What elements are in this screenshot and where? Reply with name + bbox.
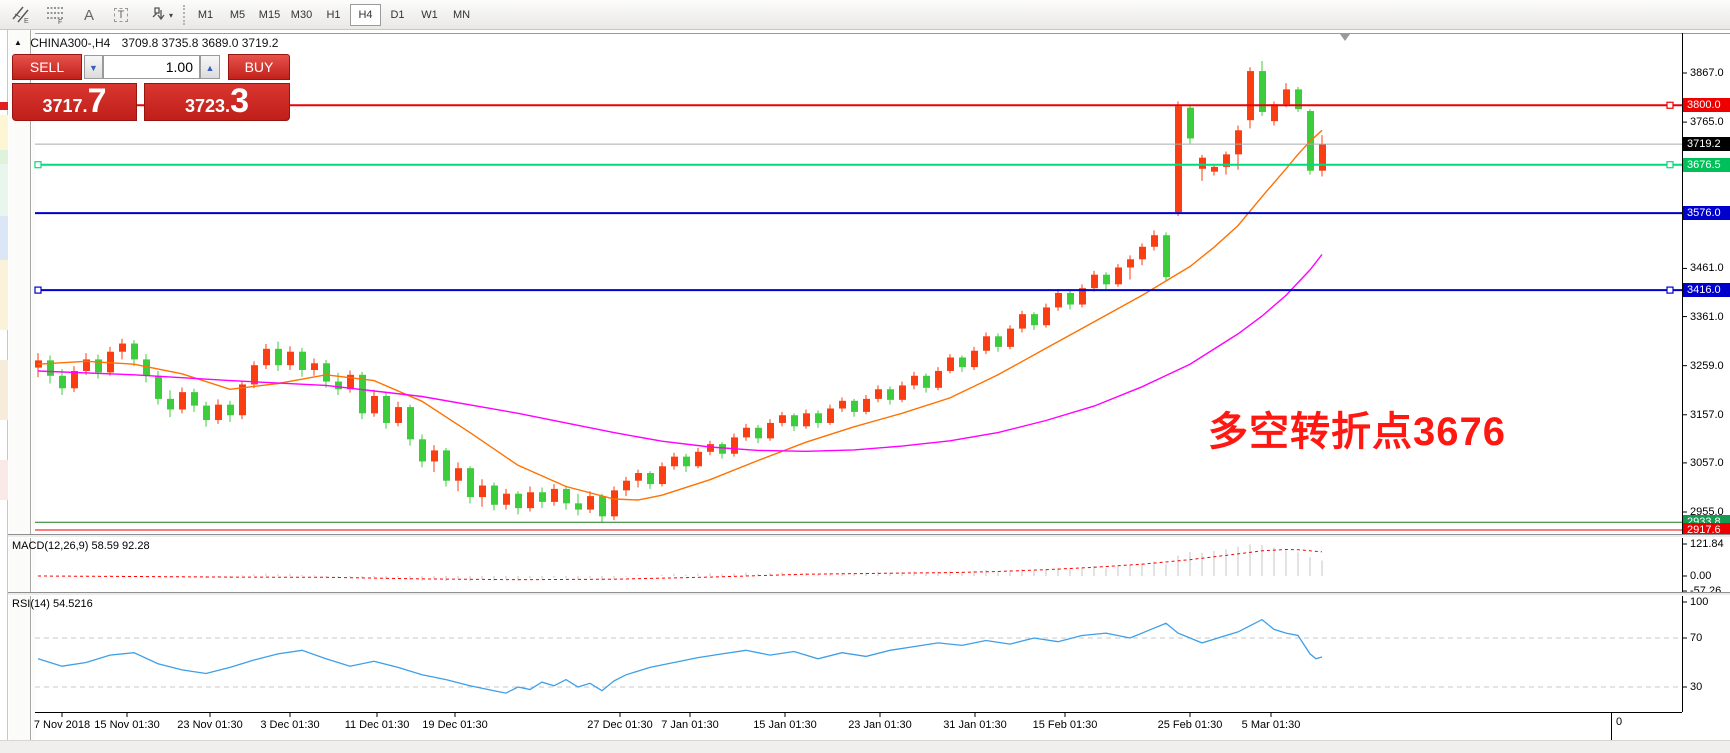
svg-text:F: F xyxy=(58,19,62,24)
svg-text:E: E xyxy=(24,18,29,24)
price-badge-3576.0: 3576.0 xyxy=(1683,206,1730,221)
buy-button[interactable]: BUY xyxy=(228,54,290,80)
pane-left-groove xyxy=(30,30,32,753)
expand-arrow-icon[interactable]: ▲ xyxy=(14,38,22,47)
time-label: 15 Feb 01:30 xyxy=(1032,719,1098,731)
equidistant-channel-icon: E xyxy=(11,4,31,27)
price-badge-3676.5: 3676.5 xyxy=(1683,157,1730,172)
sell-price-display[interactable]: 3717. 7 xyxy=(12,83,137,121)
timeframe-button-D1[interactable]: D1 xyxy=(390,9,405,21)
ohlc-readout: 3709.8 3735.8 3689.0 3719.2 xyxy=(121,36,279,50)
buy-price-pip: 3 xyxy=(230,82,249,120)
macd-tick-0.00: 0.00 xyxy=(1690,570,1712,582)
symbol-name: CHINA300-,H4 xyxy=(30,36,111,50)
time-label: 15 Jan 01:30 xyxy=(753,719,817,731)
buy-price-display[interactable]: 3723. 3 xyxy=(144,83,290,121)
macd-label: MACD(12,26,9) 58.59 92.28 xyxy=(12,540,150,552)
price-badge-3416.0: 3416.0 xyxy=(1683,283,1730,298)
left-edge-strip xyxy=(0,30,8,753)
timeframe-button-MN[interactable]: MN xyxy=(452,9,471,21)
hline-anchor[interactable] xyxy=(1666,286,1674,294)
bottom-strip xyxy=(0,740,1730,753)
time-label: 23 Nov 01:30 xyxy=(177,719,243,731)
time-label: 27 Dec 01:30 xyxy=(587,719,653,731)
axis-corner-tick xyxy=(1611,713,1612,740)
volume-decrease-button[interactable]: ▼ xyxy=(84,55,103,79)
equidistant-channel-tool-button[interactable]: E xyxy=(8,3,34,27)
time-label: 31 Jan 01:30 xyxy=(943,719,1007,731)
rsi-tick-30: 30 xyxy=(1690,681,1703,693)
toolbar-grip[interactable] xyxy=(183,5,186,25)
text-label-icon: T xyxy=(113,8,129,22)
hline-anchor[interactable] xyxy=(1666,101,1674,109)
timeframe-button-M1[interactable]: M1 xyxy=(197,9,214,21)
volume-input[interactable] xyxy=(103,55,200,79)
price-macd-separator[interactable] xyxy=(8,534,1730,538)
timeframe-button-M15[interactable]: M15 xyxy=(258,9,281,21)
price-badge-3719.2: 3719.2 xyxy=(1683,137,1730,152)
ma-slow-line[interactable] xyxy=(37,254,1323,453)
time-label: 3 Dec 01:30 xyxy=(260,719,320,731)
time-label: 19 Dec 01:30 xyxy=(422,719,488,731)
price-tick-3867: 3867.0 xyxy=(1690,67,1724,79)
rsi-tick-70: 70 xyxy=(1690,632,1703,644)
time-label: 11 Dec 01:30 xyxy=(344,719,410,731)
timeframe-button-H1[interactable]: H1 xyxy=(326,9,341,21)
arrows-icon xyxy=(149,5,167,26)
candlestick-series xyxy=(35,60,1326,523)
price-tick-3259: 3259.0 xyxy=(1690,359,1724,372)
text-tool-button[interactable]: A xyxy=(76,3,102,27)
fibonacci-tool-button[interactable]: F xyxy=(42,3,68,27)
time-label: 5 Mar 01:30 xyxy=(1241,719,1301,731)
rsi-label: RSI(14) 54.5216 xyxy=(12,598,93,610)
chart-shift-marker-icon[interactable] xyxy=(1340,34,1350,41)
sell-price-main: 3717. xyxy=(42,96,88,116)
toolbar: E F A T xyxy=(0,0,1730,30)
text-icon: A xyxy=(83,6,94,24)
fibonacci-icon: F xyxy=(45,4,65,27)
macd-tick-121.84: 121.84 xyxy=(1690,538,1724,550)
price-tick-3157: 3157.0 xyxy=(1690,408,1724,421)
ma-fast-line[interactable] xyxy=(37,129,1323,501)
price-tick-3765: 3765.0 xyxy=(1690,116,1724,129)
buy-price-main: 3723. xyxy=(185,96,231,116)
timeframe-button-H4[interactable]: H4 xyxy=(350,4,381,26)
price-tick-3461: 3461.0 xyxy=(1690,262,1724,275)
axis-corner-label: 0 xyxy=(1616,716,1623,728)
macd-rsi-separator[interactable] xyxy=(8,592,1730,596)
macd-signal-line xyxy=(37,548,1323,581)
arrows-tool-button[interactable]: ▾ xyxy=(144,3,178,27)
time-label: 15 Nov 01:30 xyxy=(94,719,160,731)
timeframe-button-M30[interactable]: M30 xyxy=(290,9,313,21)
price-badge-2933.8: 2933.8 xyxy=(1683,515,1730,530)
hline-anchor[interactable] xyxy=(34,286,42,294)
time-label: 7 Jan 01:30 xyxy=(661,719,719,731)
price-tick-3361: 3361.0 xyxy=(1690,310,1724,323)
dropdown-caret-icon: ▾ xyxy=(168,10,173,20)
time-label: 7 Nov 2018 xyxy=(33,719,91,731)
chart-title: ▲ CHINA300-,H4 3709.8 3735.8 3689.0 3719… xyxy=(14,36,278,50)
price-tick-3057: 3057.0 xyxy=(1690,456,1724,469)
time-label: 23 Jan 01:30 xyxy=(848,719,912,731)
sell-price-pip: 7 xyxy=(87,82,107,120)
rsi-tick-100: 100 xyxy=(1690,596,1709,608)
rsi-line xyxy=(37,618,1323,694)
sell-button[interactable]: SELL xyxy=(12,54,82,80)
hline-anchor[interactable] xyxy=(34,161,42,169)
hline-anchor[interactable] xyxy=(1666,161,1674,169)
chart-annotation-text[interactable]: 多空转折点3676 xyxy=(1208,410,1506,454)
price-tick-2955: 2955.0 xyxy=(1690,506,1724,518)
one-click-trading-panel: SELL ▼ ▲ BUY 3717. 7 3723. 3 xyxy=(12,54,290,121)
price-badge-3800.0: 3800.0 xyxy=(1683,98,1730,113)
label-tool-button[interactable]: T xyxy=(108,3,134,27)
time-label: 25 Feb 01:30 xyxy=(1157,719,1223,731)
volume-increase-button[interactable]: ▲ xyxy=(200,55,220,79)
timeframe-button-W1[interactable]: W1 xyxy=(421,9,438,21)
timeframe-button-M5[interactable]: M5 xyxy=(229,9,246,21)
macd-histogram xyxy=(37,544,1323,582)
